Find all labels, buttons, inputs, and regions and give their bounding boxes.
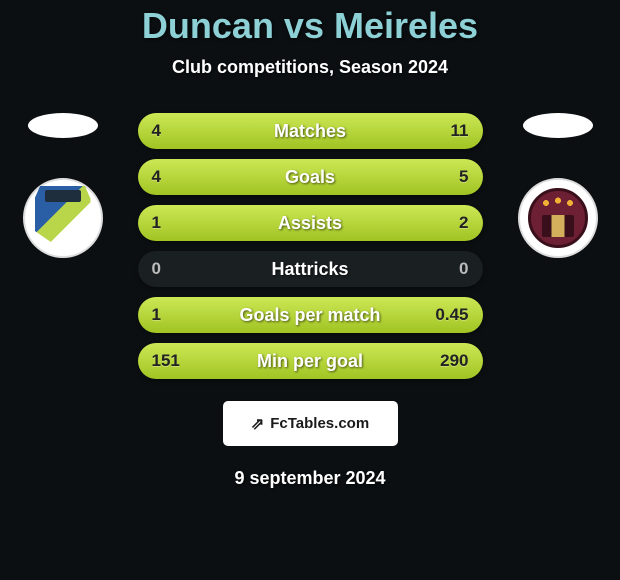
stat-label: Goals	[285, 167, 335, 188]
player-left-side	[8, 113, 118, 258]
stat-label: Assists	[278, 213, 342, 234]
content-wrap: 4 Matches 11 4 Goals 5 1 Assists 2 0 Hattricks 0 1 Go…	[0, 113, 620, 389]
stat-row: 151 Min per goal 290	[138, 343, 483, 379]
stat-left-value: 1	[152, 213, 192, 233]
stat-row: 1 Goals per match 0.45	[138, 297, 483, 333]
player-right-side	[503, 113, 613, 258]
stat-left-value: 1	[152, 305, 192, 325]
stat-left-value: 4	[152, 121, 192, 141]
stat-label: Hattricks	[271, 259, 348, 280]
chart-icon: ⇗	[251, 414, 264, 434]
stat-label: Goals per match	[239, 305, 380, 326]
brand-footer[interactable]: ⇗ FcTables.com	[223, 401, 398, 446]
comparison-card: Duncan vs Meireles Club competitions, Se…	[0, 0, 620, 489]
stat-row: 4 Goals 5	[138, 159, 483, 195]
shield-icon	[35, 186, 91, 250]
stat-row: 4 Matches 11	[138, 113, 483, 149]
date-label: 9 september 2024	[0, 468, 620, 489]
stat-row: 1 Assists 2	[138, 205, 483, 241]
stats-table: 4 Matches 11 4 Goals 5 1 Assists 2 0 Hattricks 0 1 Go…	[138, 113, 483, 389]
stat-right-value: 0	[429, 259, 469, 279]
stat-left-value: 0	[152, 259, 192, 279]
brand-label: FcTables.com	[270, 415, 369, 432]
stat-row: 0 Hattricks 0	[138, 251, 483, 287]
club-badge-left	[23, 178, 103, 258]
player-left-photo	[28, 113, 98, 138]
stat-right-value: 290	[429, 351, 469, 371]
stat-label: Matches	[274, 121, 346, 142]
stat-left-value: 4	[152, 167, 192, 187]
stat-left-value: 151	[152, 351, 192, 371]
crest-icon	[528, 188, 588, 248]
page-title: Duncan vs Meireles	[0, 5, 620, 47]
page-subtitle: Club competitions, Season 2024	[0, 57, 620, 78]
stat-right-value: 11	[429, 121, 469, 141]
stat-right-value: 2	[429, 213, 469, 233]
stat-label: Min per goal	[257, 351, 363, 372]
stat-right-value: 0.45	[429, 305, 469, 325]
club-badge-right	[518, 178, 598, 258]
player-right-photo	[523, 113, 593, 138]
stat-right-value: 5	[429, 167, 469, 187]
